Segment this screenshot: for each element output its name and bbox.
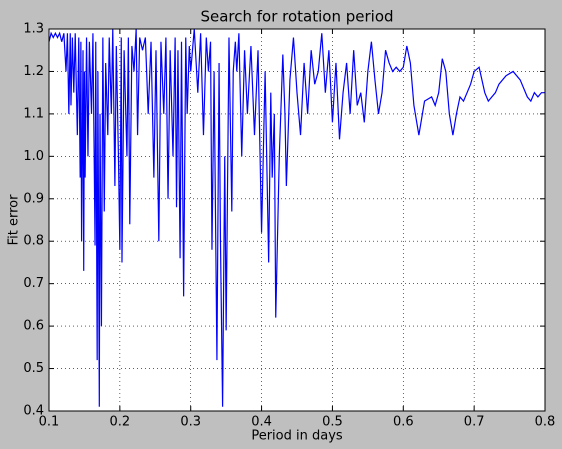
y-axis-label: Fit error — [7, 194, 22, 246]
x-tick-label: 0.7 — [464, 415, 485, 430]
x-tick-label: 0.1 — [39, 415, 60, 430]
x-tick-label: 0.4 — [251, 415, 272, 430]
chart-title: Search for rotation period — [200, 8, 393, 26]
y-tick-label: 0.4 — [23, 404, 44, 419]
x-tick-label: 0.6 — [393, 415, 414, 430]
data-line — [48, 28, 545, 407]
y-tick-label: 0.6 — [23, 319, 44, 334]
x-axis-label: Period in days — [251, 429, 343, 444]
y-tick-label: 0.7 — [23, 276, 44, 291]
y-tick-label: 1.1 — [23, 106, 44, 121]
y-tick-label: 1.0 — [23, 149, 44, 164]
y-tick-label: 0.8 — [23, 234, 44, 249]
y-tick-label: 0.9 — [23, 191, 44, 206]
y-tick-label: 1.3 — [23, 22, 44, 37]
x-tick-label: 0.8 — [535, 415, 556, 430]
x-tick-label: 0.5 — [322, 415, 343, 430]
plot-frame — [48, 28, 546, 412]
y-tick-label: 0.5 — [23, 361, 44, 376]
y-tick-label: 1.2 — [23, 64, 44, 79]
x-tick-label: 0.3 — [180, 415, 201, 430]
x-tick-label: 0.2 — [110, 415, 131, 430]
